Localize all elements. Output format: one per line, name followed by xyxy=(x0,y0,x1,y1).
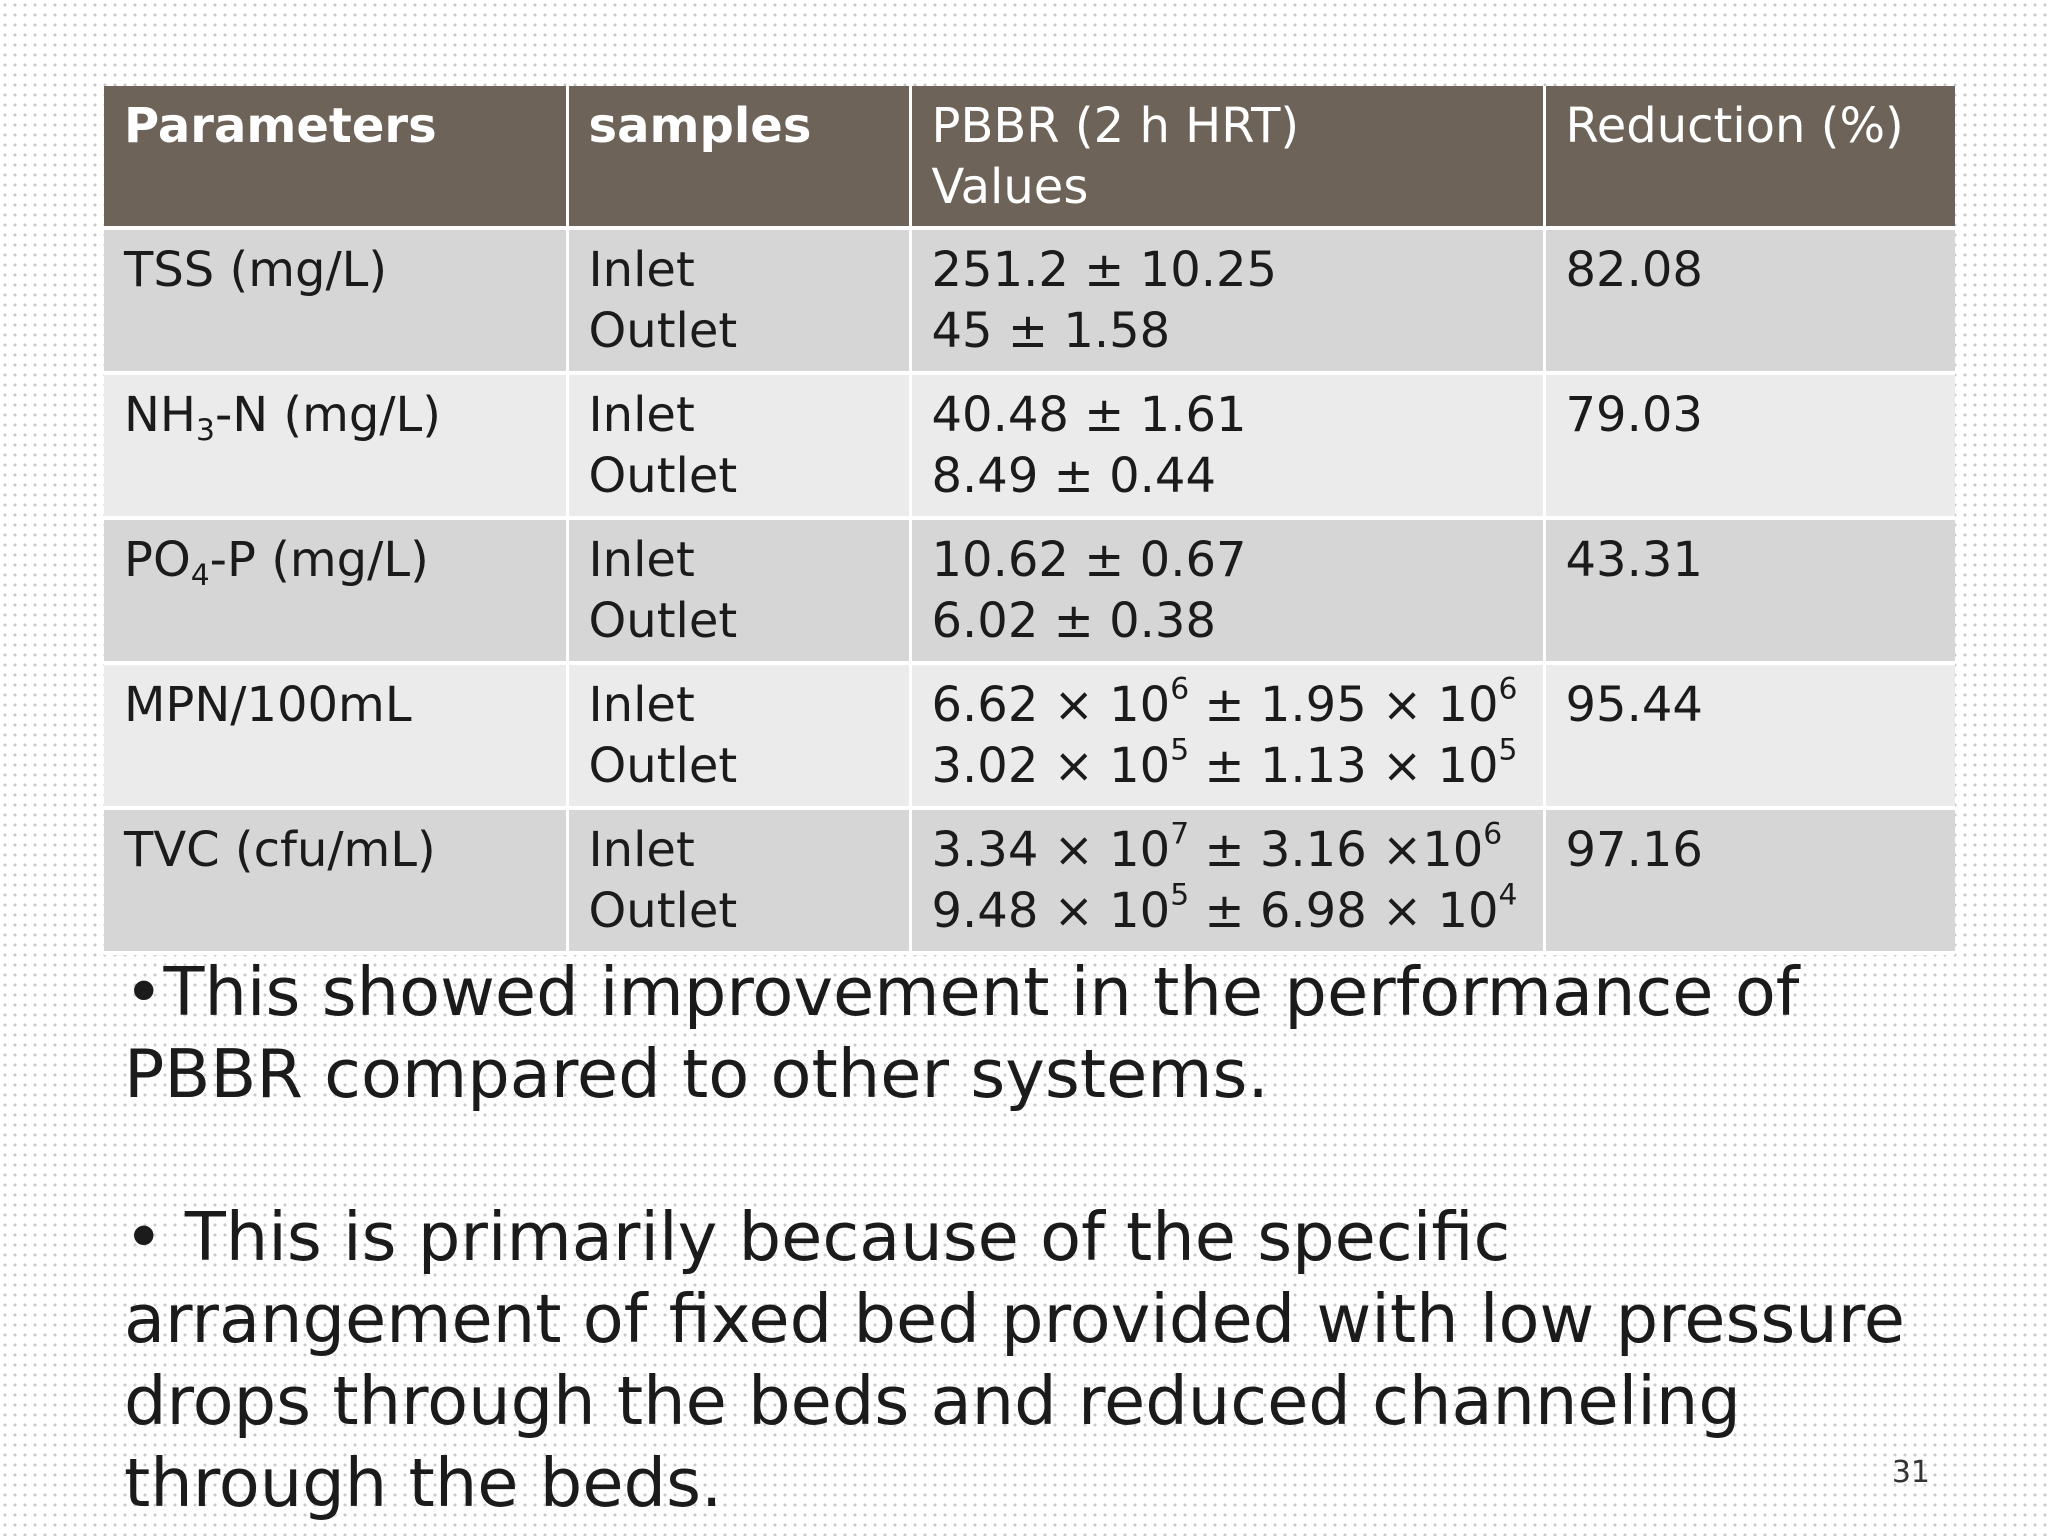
sample-inlet-label: Inlet xyxy=(588,677,695,733)
parameter-cell: TSS (mg/L) xyxy=(104,228,569,375)
header-values-line2: Values xyxy=(931,159,1089,215)
parameter-name: TVC (cfu/mL) xyxy=(124,822,436,878)
sample-inlet-label: Inlet xyxy=(588,387,695,443)
inlet-value: 6.62 × 106 ± 1.95 × 106 xyxy=(931,671,1518,733)
samples-cell: Inlet Outlet xyxy=(567,518,912,665)
samples-cell: Inlet Outlet xyxy=(567,663,912,810)
values-cell: 10.62 ± 0.67 6.02 ± 0.38 xyxy=(910,518,1546,665)
values-cell: 6.62 × 106 ± 1.95 × 106 3.02 × 105 ± 1.1… xyxy=(910,663,1546,810)
reduction-cell: 82.08 xyxy=(1544,228,1955,375)
table-row: TSS (mg/L) Inlet Outlet 251.2 ± 10.25 45 … xyxy=(104,228,1955,375)
sample-outlet-label: Outlet xyxy=(588,593,738,649)
parameter-name: PO xyxy=(124,532,191,588)
table-header-row: Parameters samples PBBR (2 h HRT) Values… xyxy=(104,86,1955,230)
values-cell: 3.34 × 107 ± 3.16 ×106 9.48 × 105 ± 6.98… xyxy=(910,808,1546,955)
values-cell: 251.2 ± 10.25 45 ± 1.58 xyxy=(910,228,1546,375)
sample-outlet-label: Outlet xyxy=(588,883,738,939)
values-cell: 40.48 ± 1.61 8.49 ± 0.44 xyxy=(910,373,1546,520)
reduction-cell: 97.16 xyxy=(1544,808,1955,955)
parameter-name: NH xyxy=(124,387,196,443)
outlet-value: 3.02 × 105 ± 1.13 × 105 xyxy=(931,732,1518,794)
sample-inlet-label: Inlet xyxy=(588,532,695,588)
parameter-cell: PO4-P (mg/L) xyxy=(104,518,569,665)
bullet-point: • This is primarily because of the speci… xyxy=(124,1198,1906,1522)
results-table: Parameters samples PBBR (2 h HRT) Values… xyxy=(104,86,1955,955)
parameter-name-suffix: -N (mg/L) xyxy=(214,387,442,443)
inlet-value: 40.48 ± 1.61 xyxy=(931,387,1247,443)
samples-cell: Inlet Outlet xyxy=(567,808,912,955)
outlet-value: 9.48 × 105 ± 6.98 × 104 xyxy=(931,877,1518,939)
parameter-subscript: 4 xyxy=(190,557,210,593)
table-row: PO4-P (mg/L) Inlet Outlet 10.62 ± 0.67 6.… xyxy=(104,518,1955,665)
header-values: PBBR (2 h HRT) Values xyxy=(910,86,1546,230)
outlet-value: 8.49 ± 0.44 xyxy=(931,448,1216,504)
inlet-value: 10.62 ± 0.67 xyxy=(931,532,1247,588)
outlet-value: 45 ± 1.58 xyxy=(931,303,1171,359)
samples-cell: Inlet Outlet xyxy=(567,228,912,375)
header-parameters: Parameters xyxy=(104,86,569,230)
reduction-cell: 79.03 xyxy=(1544,373,1955,520)
table-row: TVC (cfu/mL) Inlet Outlet 3.34 × 107 ± 3.… xyxy=(104,808,1955,955)
reduction-cell: 95.44 xyxy=(1544,663,1955,810)
table-row: NH3-N (mg/L) Inlet Outlet 40.48 ± 1.61 8.… xyxy=(104,373,1955,520)
samples-cell: Inlet Outlet xyxy=(567,373,912,520)
table-row: MPN/100mL Inlet Outlet 6.62 × 106 ± 1.95 … xyxy=(104,663,1955,810)
sample-outlet-label: Outlet xyxy=(588,448,738,504)
parameter-cell: MPN/100mL xyxy=(104,663,569,810)
parameter-name: MPN/100mL xyxy=(124,677,412,733)
parameter-name-suffix: -P (mg/L) xyxy=(209,532,429,588)
page-number: 31 xyxy=(1891,1455,1930,1490)
sample-outlet-label: Outlet xyxy=(588,303,738,359)
inlet-value: 3.34 × 107 ± 3.16 ×106 xyxy=(931,816,1503,878)
sample-inlet-label: Inlet xyxy=(588,822,695,878)
outlet-value: 6.02 ± 0.38 xyxy=(931,593,1216,649)
parameter-cell: TVC (cfu/mL) xyxy=(104,808,569,955)
parameter-cell: NH3-N (mg/L) xyxy=(104,373,569,520)
parameter-subscript: 3 xyxy=(196,412,215,448)
bullet-point: •This showed improvement in the performa… xyxy=(124,953,1800,1113)
reduction-cell: 43.31 xyxy=(1544,518,1955,665)
sample-inlet-label: Inlet xyxy=(588,242,695,298)
header-reduction: Reduction (%) xyxy=(1544,86,1955,230)
parameter-name: TSS (mg/L) xyxy=(124,242,388,298)
inlet-value: 251.2 ± 10.25 xyxy=(931,242,1278,298)
sample-outlet-label: Outlet xyxy=(588,738,738,794)
header-samples: samples xyxy=(567,86,912,230)
header-values-line1: PBBR (2 h HRT) xyxy=(931,98,1300,154)
